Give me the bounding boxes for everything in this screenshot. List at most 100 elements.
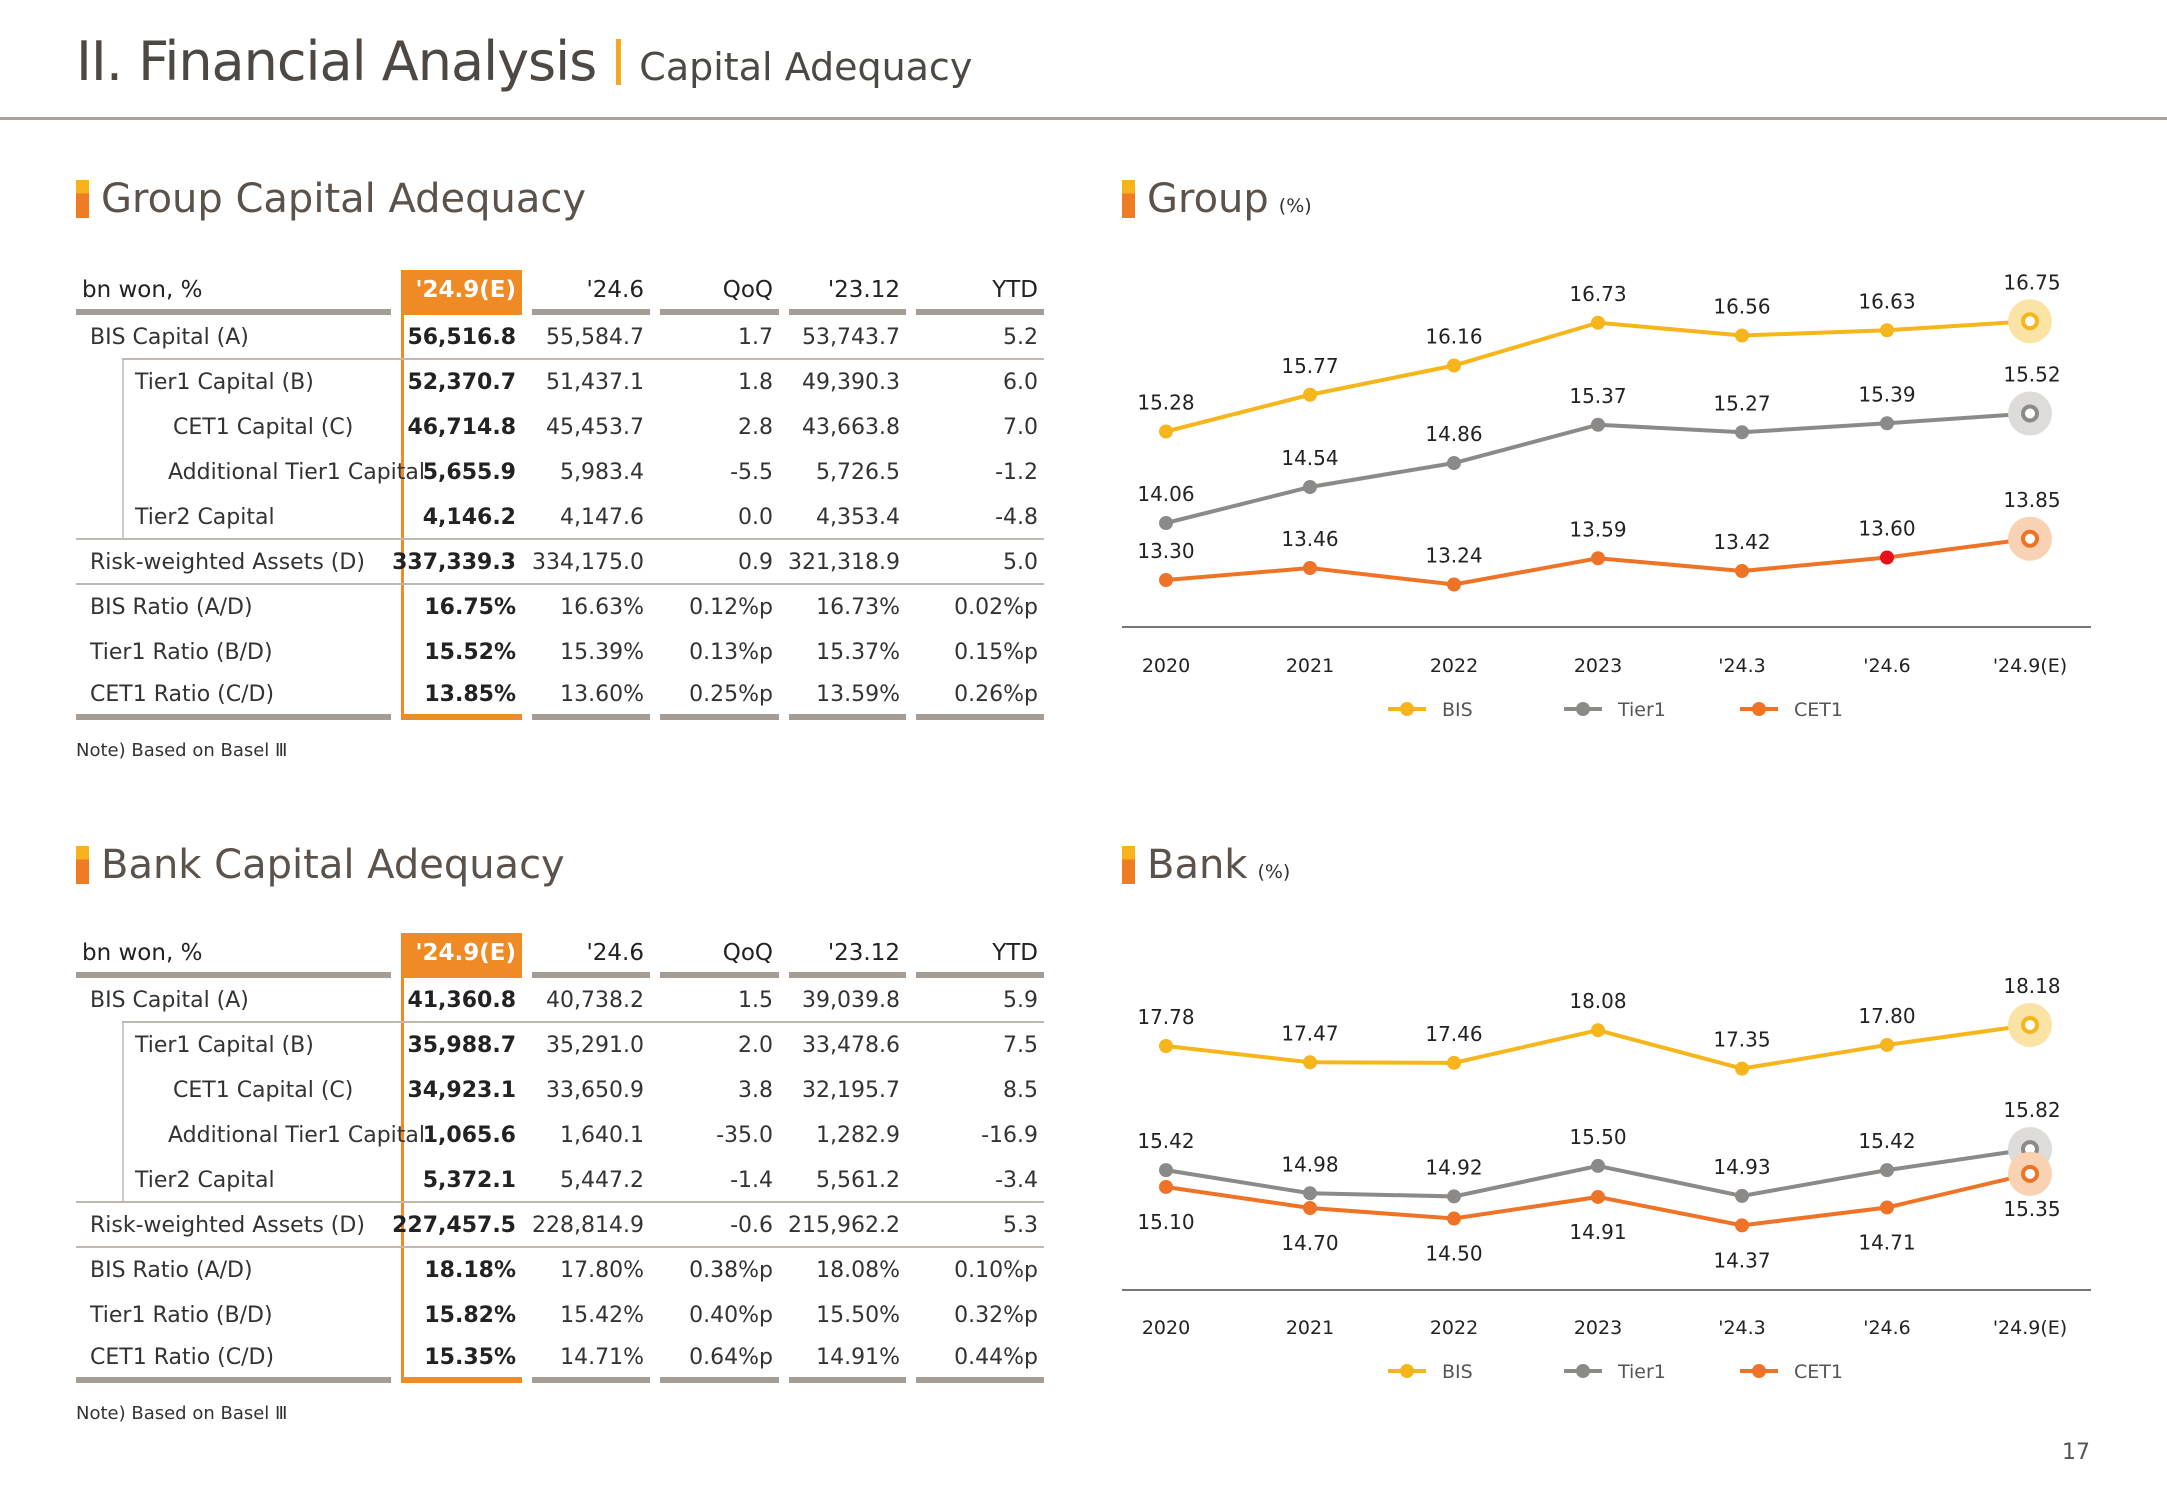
row-label: BIS Ratio (A/D) xyxy=(76,585,391,630)
column-header: '23.12 xyxy=(789,270,906,315)
data-label: 18.18 xyxy=(2003,974,2060,998)
table-row: Tier2 Capital 5,372.1 5,447.2 -1.4 5,561.2 -3… xyxy=(76,1158,1044,1203)
x-tick-label: 2023 xyxy=(1574,655,1622,677)
legend-label-bis: BIS xyxy=(1442,1361,1473,1383)
data-point xyxy=(1159,1039,1173,1053)
group-capital-table: bn won, % '24.9(E) '24.6 QoQ '23.12 YTD BIS Ca… xyxy=(76,270,1044,720)
row-label-text: Tier1 Ratio (B/D) xyxy=(90,1303,273,1328)
data-label: 16.63 xyxy=(1858,289,1915,313)
column-header: '24.6 xyxy=(532,270,650,315)
estimate-halo xyxy=(2008,299,2052,344)
data-point xyxy=(1880,416,1894,431)
table-row: BIS Capital (A) 41,360.8 40,738.2 1.5 39,039… xyxy=(76,978,1044,1023)
data-label: 14.70 xyxy=(1281,1231,1338,1255)
table-row: Risk-weighted Assets (D) 227,457.5 228,814… xyxy=(76,1203,1044,1248)
row-label: Additional Tier1 Capital xyxy=(76,450,425,495)
data-label: 14.91 xyxy=(1569,1220,1626,1244)
series-line-cet1 xyxy=(1165,1171,2031,1228)
table-cell: 228,814.9 xyxy=(532,1213,644,1238)
x-tick-label: '24.6 xyxy=(1863,655,1911,677)
row-label-text: Additional Tier1 Capital xyxy=(168,460,426,485)
data-label: 15.28 xyxy=(1137,391,1194,415)
section-marker-icon xyxy=(1122,180,1135,218)
table-header-row: bn won, % '24.9(E) '24.6 QoQ '23.12 YTD xyxy=(76,933,1044,978)
data-label: 15.42 xyxy=(1858,1129,1915,1153)
table-cell: 0.0 xyxy=(738,505,773,530)
data-point xyxy=(1303,1201,1317,1216)
data-label: 15.27 xyxy=(1713,391,1770,415)
table-header-row: bn won, % '24.9(E) '24.6 QoQ '23.12 YTD xyxy=(76,270,1044,315)
row-label: Tier1 Capital (B) xyxy=(76,1023,391,1068)
data-point xyxy=(1735,1218,1749,1233)
data-label: 13.60 xyxy=(1858,517,1915,541)
table-cell: 13.85% xyxy=(401,675,522,720)
data-label: 17.78 xyxy=(1137,1005,1194,1029)
data-point xyxy=(1303,387,1317,402)
legend-label-tier1: Tier1 xyxy=(1617,699,1666,721)
table-cell: 4,146.2 xyxy=(401,495,522,540)
series-line-bis xyxy=(1165,1022,2031,1071)
table-cell: 2.8 xyxy=(738,415,773,440)
table-cell: 1.5 xyxy=(738,988,773,1013)
row-label-text: Tier2 Capital xyxy=(135,505,275,530)
row-label: Additional Tier1 Capital xyxy=(76,1113,425,1158)
table-cell: 32,195.7 xyxy=(802,1078,900,1103)
table-cell: 0.15%p xyxy=(954,640,1038,665)
data-label: 15.42 xyxy=(1137,1129,1194,1153)
row-label-text: Tier1 Ratio (B/D) xyxy=(90,640,273,665)
x-tick-label: 2021 xyxy=(1286,655,1334,677)
table-row: CET1 Ratio (C/D) 15.35% 14.71% 0.64%p 14.91%… xyxy=(76,1338,1044,1383)
data-point xyxy=(2021,1015,2039,1034)
data-point xyxy=(1447,456,1461,470)
table-cell: 334,175.0 xyxy=(532,550,644,575)
data-point xyxy=(1591,1158,1605,1173)
data-label: 17.47 xyxy=(1281,1021,1338,1045)
x-tick-label: '24.3 xyxy=(1718,1317,1766,1339)
estimate-halo xyxy=(2008,391,2052,436)
data-point xyxy=(1447,358,1461,373)
table-cell: -3.4 xyxy=(995,1168,1038,1193)
table-cell: 0.64%p xyxy=(660,1338,779,1383)
data-point xyxy=(1591,315,1605,330)
data-point xyxy=(1591,417,1605,432)
table-cell: 5,655.9 xyxy=(401,450,522,495)
row-label-text: BIS Ratio (A/D) xyxy=(90,1258,253,1283)
data-point xyxy=(1880,1200,1894,1215)
table-row: Additional Tier1 Capital 5,655.9 5,983.4 -5… xyxy=(76,450,1044,495)
data-point xyxy=(1303,1186,1317,1201)
x-tick-label: 2023 xyxy=(1574,1317,1622,1339)
header-rule xyxy=(0,117,2167,120)
series-line-cet1 xyxy=(1165,536,2031,587)
x-tick-label: 2020 xyxy=(1142,1317,1190,1339)
table-cell: 41,360.8 xyxy=(401,978,522,1023)
table-cell: 17.80% xyxy=(560,1258,644,1283)
table-cell: 5,372.1 xyxy=(401,1158,522,1203)
table-row: Tier1 Ratio (B/D) 15.82% 15.42% 0.40%p 15.50… xyxy=(76,1293,1044,1338)
table-cell: 321,318.9 xyxy=(788,550,900,575)
row-label-text: Risk-weighted Assets (D) xyxy=(90,1213,365,1238)
row-label: BIS Ratio (A/D) xyxy=(76,1248,391,1293)
bank-capital-table: bn won, % '24.9(E) '24.6 QoQ '23.12 YTD BIS Ca… xyxy=(76,933,1044,1383)
row-label: Risk-weighted Assets (D) xyxy=(76,540,391,585)
estimate-halo xyxy=(2008,516,2052,561)
table-cell: -5.5 xyxy=(730,460,773,485)
data-point xyxy=(1591,1023,1605,1038)
group-chart-heading: Group (%) xyxy=(1122,176,1312,222)
table-cell: 16.63% xyxy=(560,595,644,620)
data-label: 13.46 xyxy=(1281,527,1338,551)
bank-table-heading: Bank Capital Adequacy xyxy=(76,842,565,888)
data-label: 14.93 xyxy=(1713,1155,1770,1179)
row-label: BIS Capital (A) xyxy=(76,978,391,1023)
table-cell: 15.82% xyxy=(401,1293,522,1338)
section-marker-icon xyxy=(76,180,89,218)
page-number: 17 xyxy=(2062,1440,2090,1465)
table-cell: 0.38%p xyxy=(689,1258,773,1283)
chart-title: Group xyxy=(1147,176,1269,222)
page-subtitle: Capital Adequacy xyxy=(639,45,973,89)
data-point xyxy=(1303,480,1317,494)
data-point xyxy=(1735,1188,1749,1203)
data-point xyxy=(2021,1140,2039,1159)
table-cell: 0.12%p xyxy=(689,595,773,620)
row-label-text: CET1 Capital (C) xyxy=(173,415,354,440)
row-label: Risk-weighted Assets (D) xyxy=(76,1203,391,1248)
